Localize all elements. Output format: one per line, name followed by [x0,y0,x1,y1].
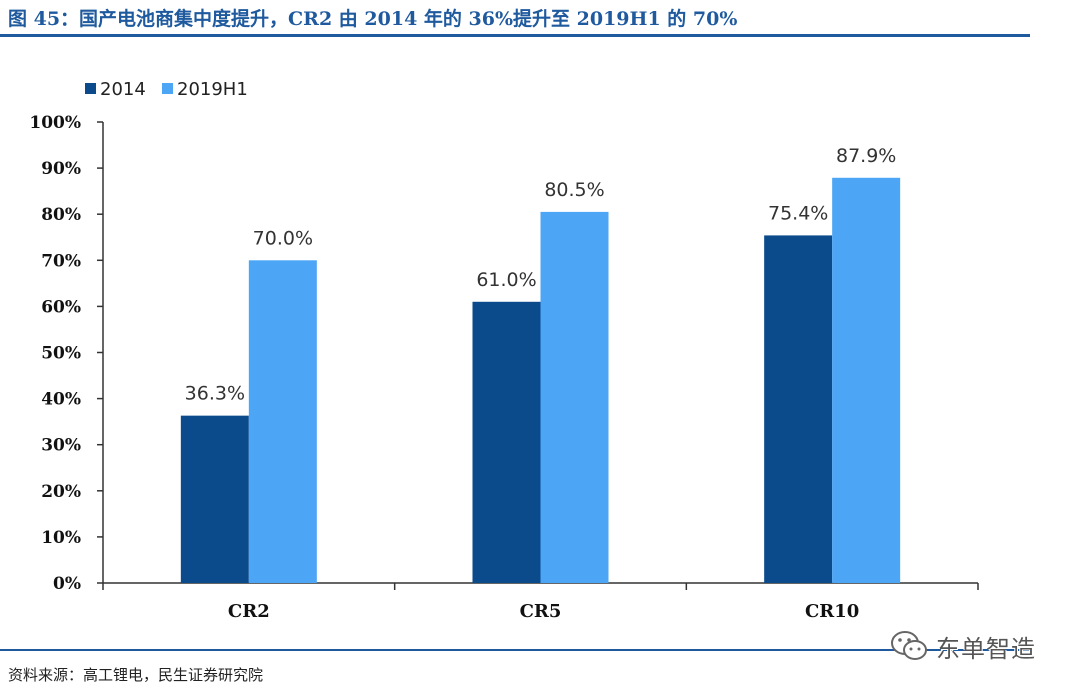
x-category-label: CR2 [228,601,270,620]
x-category-label: CR10 [805,601,859,620]
watermark-text: 东单智造 [936,634,1036,663]
data-label: 70.0% [253,227,313,249]
source-note: 资料来源：高工锂电，民生证券研究院 [8,666,264,684]
bar-chart: 2014 2019H1 0% 10% 20% 30% 40% 50% 60% 70% 80% 90%… [29,79,979,620]
y-tick-label: 60% [41,297,81,317]
title-rule [0,34,1030,37]
bar-group [180,177,901,583]
bar-2014-CR10 [764,235,833,583]
figure-title: 图 45：国产电池商集中度提升，CR2 由 2014 年的 36%提升至 201… [8,8,738,30]
y-tick-label: 80% [41,205,81,225]
y-tick-label: 70% [41,251,81,271]
bar-2014-CR2 [180,415,249,583]
y-axis: 0% 10% 20% 30% 40% 50% 60% 70% 80% 90% 100% [29,113,104,594]
legend-label: 2019H1 [177,79,248,100]
data-label: 75.4% [768,202,828,224]
x-axis: CR2 CR5 CR10 [102,582,979,620]
bar-2019H1-CR5 [540,211,609,583]
footer-rule [0,649,1030,651]
legend-swatch [85,83,96,94]
data-label: 80.5% [544,179,604,201]
data-label: 36.3% [185,383,245,405]
bar-2014-CR5 [472,301,541,583]
y-tick-label: 0% [53,574,81,594]
bar-2019H1-CR2 [248,260,317,583]
bar-2019H1-CR10 [832,177,901,583]
y-tick-label: 90% [41,159,81,179]
data-label: 87.9% [836,145,896,167]
legend-label: 2014 [100,79,146,100]
x-category-label: CR5 [520,601,562,620]
y-tick-label: 10% [41,528,81,548]
wechat-watermark: 东单智造 [890,626,1036,666]
y-tick-label: 50% [41,344,81,364]
chart-legend: 2014 2019H1 [85,79,248,100]
y-tick-label: 100% [29,113,81,133]
data-labels: 36.3% 70.0% 61.0% 80.5% 75.4% 87.9% [185,145,897,405]
y-tick-label: 40% [41,390,81,410]
y-tick-label: 30% [41,436,81,456]
y-tick-label: 20% [41,482,81,502]
wechat-icon [891,631,927,660]
legend-swatch [162,83,173,94]
data-label: 61.0% [476,269,536,291]
